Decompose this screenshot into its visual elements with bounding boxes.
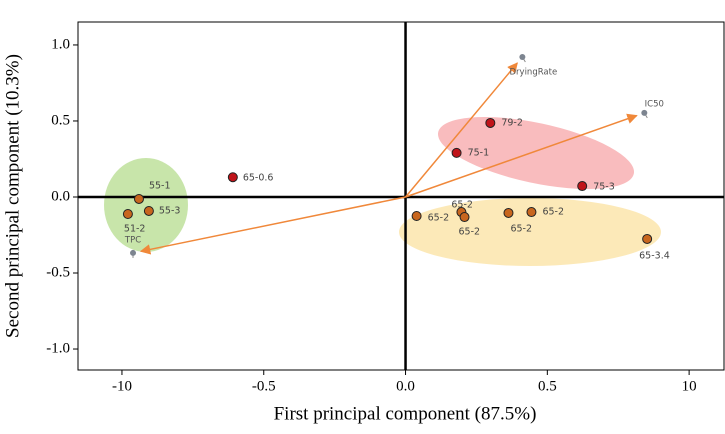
data-point	[122, 209, 133, 220]
x-tick-label: 10	[682, 378, 697, 394]
y-tick-label: -1.0	[46, 340, 70, 356]
y-tick-label: 0.5	[51, 112, 70, 128]
loading-arrow	[405, 113, 638, 198]
data-point	[503, 207, 514, 218]
y-tick-label: 0.0	[51, 188, 70, 204]
x-axis-title: First principal component (87.5%)	[274, 403, 537, 424]
loading-label: IC50	[645, 99, 664, 109]
data-point	[577, 181, 588, 192]
point-label: 65-2	[451, 200, 473, 211]
y-tick-label: 1.0	[51, 36, 70, 52]
point-label: 55-3	[159, 205, 181, 216]
point-label: 51-2	[124, 224, 146, 235]
data-point	[526, 207, 537, 218]
y-axis-title: Second principal component (10.3%)	[2, 54, 23, 338]
data-point	[459, 212, 470, 223]
point-label: 65-2	[510, 223, 532, 234]
y-tick-label: -0.5	[46, 264, 70, 280]
data-point	[642, 233, 653, 244]
data-point	[133, 193, 144, 204]
loading-point	[641, 109, 648, 116]
group-ellipse	[104, 158, 188, 252]
point-label: 55-1	[149, 180, 171, 191]
point-label: 79-2	[501, 117, 523, 128]
x-tick-label: -0.5	[252, 378, 276, 394]
point-label: 65-0.6	[243, 173, 274, 184]
x-tick-label: 0.5	[538, 378, 557, 394]
point-label: 65-2	[459, 227, 481, 238]
data-point	[227, 172, 238, 183]
data-point	[451, 147, 462, 158]
loading-arrow	[139, 196, 406, 255]
loading-point	[130, 249, 137, 256]
loading-arrow	[404, 62, 518, 198]
point-label: 75-3	[593, 182, 615, 193]
point-label: 65-2	[542, 207, 564, 218]
x-tick-label: -10	[112, 378, 132, 394]
data-point	[411, 210, 422, 221]
group-ellipse	[437, 117, 635, 189]
x-tick-label: 0.0	[396, 378, 415, 394]
loading-label: TPC	[124, 235, 141, 245]
point-label: 75-1	[468, 147, 490, 158]
loading-point	[519, 53, 526, 60]
point-label: 65-3.4	[639, 250, 670, 261]
point-label: 65-2	[428, 212, 450, 223]
data-point	[485, 117, 496, 128]
loading-label: DryingRate	[510, 67, 558, 77]
data-point	[143, 205, 154, 216]
